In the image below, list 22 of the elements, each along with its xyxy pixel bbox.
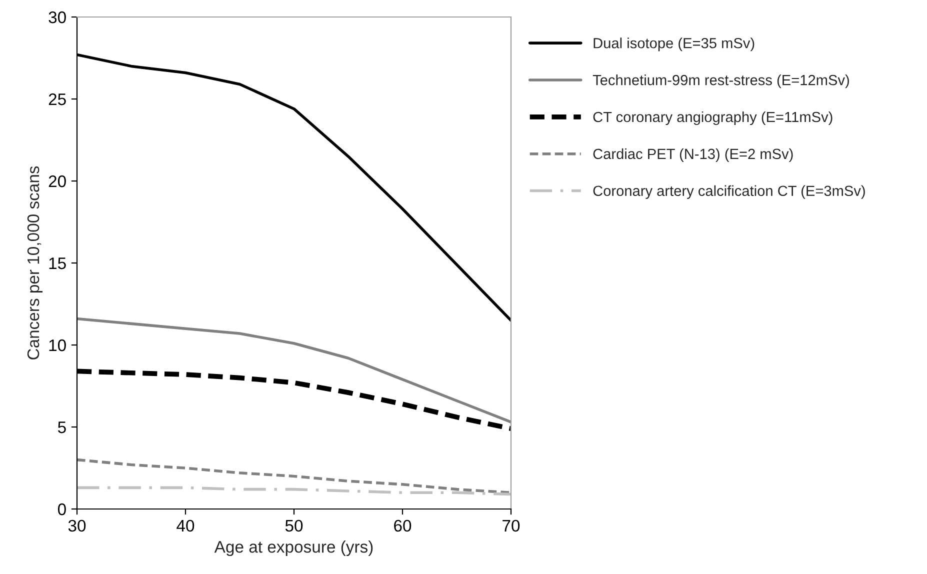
y-tick-label: 10 (49, 339, 66, 352)
x-tick-label: 70 (502, 520, 520, 532)
y-axis-title: Cancers per 10,000 scans (27, 166, 42, 360)
y-tick-label: 30 (48, 11, 66, 24)
y-tick-label: 25 (48, 93, 66, 106)
line-series (77, 486, 511, 496)
x-axis-title: Age at exposure (yrs) (214, 540, 373, 556)
legend-label: CT coronary angiography (E=11mSv) (593, 111, 832, 126)
legend-label: Coronary artery calcification CT (E=3mSv) (593, 185, 865, 199)
legend-label: Technetium-99m rest-stress (E=12mSv) (592, 74, 849, 88)
y-tick-label: 0 (58, 503, 66, 516)
line-series (77, 458, 511, 494)
x-tick-label: 30 (68, 520, 86, 532)
y-tick-label: 5 (58, 422, 66, 434)
y-tick-label: 20 (48, 175, 66, 188)
x-tick-label: 50 (285, 520, 303, 532)
line-series (77, 317, 511, 424)
legend-label: Cardiac PET (N-13) (E=2 mSv) (593, 148, 793, 162)
x-tick-label: 40 (176, 520, 194, 532)
y-tick-label: 15 (49, 258, 66, 270)
legend-label: Dual isotope (E=35 mSv) (594, 38, 754, 52)
x-tick-label: 60 (394, 520, 412, 532)
